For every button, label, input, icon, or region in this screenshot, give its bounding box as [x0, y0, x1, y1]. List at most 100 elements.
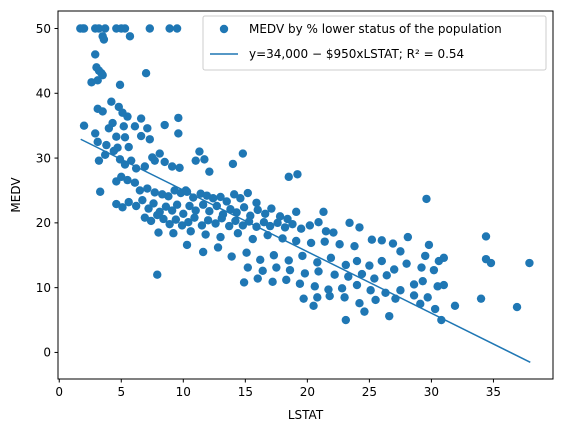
data-point-110 — [198, 200, 208, 209]
data-point-152 — [329, 228, 338, 237]
legend-label-line: y=34,000 − $950xLSTAT; R² = 0.54 — [249, 47, 464, 61]
data-point-227 — [396, 286, 405, 295]
legend-label-scatter: MEDV by % lower status of the population — [249, 22, 502, 36]
data-point-188 — [269, 251, 279, 260]
data-point-137 — [225, 221, 234, 231]
data-point-230 — [299, 294, 308, 303]
data-point-24 — [107, 97, 116, 106]
data-point-106 — [172, 200, 182, 209]
data-point-11 — [172, 24, 182, 33]
data-point-29 — [123, 112, 132, 121]
data-point-67 — [205, 167, 214, 176]
data-point-32 — [130, 122, 140, 131]
data-point-38 — [120, 133, 130, 142]
data-point-218 — [268, 277, 277, 287]
data-point-48 — [155, 149, 164, 158]
data-point-142 — [259, 218, 269, 227]
data-point-69 — [238, 149, 248, 158]
data-point-64 — [191, 156, 200, 165]
data-point-59 — [150, 156, 159, 165]
data-point-13 — [99, 35, 109, 44]
data-point-95 — [252, 198, 261, 207]
data-point-119 — [260, 209, 270, 218]
data-point-44 — [102, 140, 111, 150]
data-point-222 — [324, 285, 333, 294]
data-point-224 — [352, 280, 362, 290]
data-point-197 — [390, 265, 399, 274]
data-point-130 — [177, 221, 187, 230]
data-point-220 — [295, 279, 305, 288]
data-point-221 — [310, 282, 319, 291]
data-point-196 — [377, 256, 386, 266]
data-point-228 — [409, 291, 419, 300]
data-point-127 — [159, 214, 168, 224]
data-point-212 — [409, 280, 419, 289]
data-point-36 — [104, 124, 114, 133]
data-point-10 — [165, 24, 174, 33]
regression-line — [80, 138, 531, 363]
data-point-241 — [512, 302, 522, 312]
data-point-128 — [165, 219, 174, 229]
data-point-244 — [360, 307, 369, 316]
data-point-23 — [141, 69, 151, 78]
data-point-235 — [371, 295, 380, 305]
legend-box — [202, 15, 547, 71]
data-point-98 — [124, 197, 133, 207]
data-point-213 — [418, 276, 427, 286]
data-point-195 — [365, 261, 374, 270]
data-point-73 — [95, 187, 105, 196]
data-point-150 — [319, 207, 328, 217]
data-point-185 — [227, 252, 236, 261]
data-point-136 — [217, 214, 226, 223]
x-tick-label: 30 — [424, 385, 439, 399]
data-point-164 — [292, 236, 301, 246]
data-point-114 — [226, 205, 235, 214]
data-point-100 — [138, 195, 147, 205]
data-point-43 — [93, 137, 102, 147]
data-point-194 — [352, 256, 362, 266]
data-point-191 — [313, 258, 322, 267]
data-point-75 — [117, 172, 126, 182]
data-point-99 — [131, 201, 141, 211]
data-point-153 — [345, 218, 354, 228]
data-point-8 — [120, 24, 130, 33]
data-point-41 — [79, 121, 89, 130]
data-point-133 — [197, 221, 207, 230]
data-point-21 — [98, 70, 107, 80]
data-point-151 — [321, 227, 331, 236]
data-point-135 — [211, 219, 220, 228]
data-point-71 — [293, 170, 302, 179]
x-axis-ticks: 0 5 10 15 20 25 30 35 — [55, 379, 501, 399]
data-point-245 — [385, 311, 394, 321]
data-point-200 — [429, 265, 439, 275]
data-point-15 — [91, 50, 100, 59]
data-point-154 — [355, 223, 364, 232]
data-point-79 — [143, 184, 152, 193]
legend: MEDV by % lower status of the population… — [202, 15, 547, 71]
data-point-109 — [191, 206, 200, 215]
data-point-184 — [213, 243, 223, 252]
y-tick-label: 10 — [36, 281, 51, 295]
data-point-33 — [136, 114, 146, 123]
data-point-234 — [355, 299, 364, 308]
y-axis-ticks: 0 10 20 30 40 50 — [36, 22, 58, 360]
data-point-168 — [350, 241, 359, 251]
data-point-49 — [174, 129, 183, 138]
data-point-165 — [306, 238, 316, 248]
data-point-92 — [229, 190, 239, 199]
data-point-147 — [296, 224, 306, 233]
data-point-146 — [288, 219, 297, 229]
data-point-174 — [421, 251, 430, 261]
data-point-97 — [118, 203, 127, 212]
data-point-91 — [222, 197, 231, 206]
data-point-62 — [175, 163, 184, 172]
data-point-186 — [242, 248, 251, 257]
x-tick-label: 10 — [176, 385, 191, 399]
data-point-14 — [125, 32, 135, 41]
data-point-157 — [186, 227, 195, 236]
data-point-187 — [256, 255, 265, 264]
data-point-139 — [238, 221, 248, 230]
scatter-points — [76, 24, 534, 325]
data-point-210 — [370, 274, 379, 283]
